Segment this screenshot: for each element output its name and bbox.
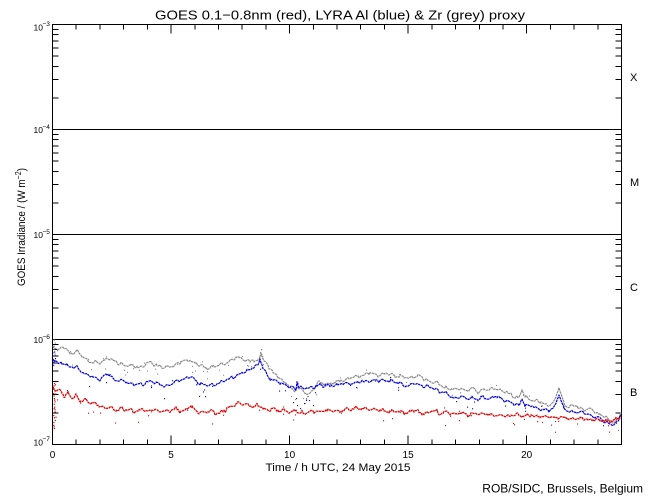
svg-text:GOES Irradiance / (W m−2): GOES Irradiance / (W m−2) [14, 168, 28, 286]
svg-text:−4: −4 [43, 124, 51, 131]
svg-text:−7: −7 [43, 436, 51, 443]
svg-text:GOES 0.1−0.8nm (red), LYRA Al: GOES 0.1−0.8nm (red), LYRA Al (blue) & Z… [155, 8, 526, 23]
svg-text:20: 20 [521, 450, 533, 461]
svg-text:X: X [630, 72, 638, 84]
svg-text:Time / h UTC, 24 May 2015: Time / h UTC, 24 May 2015 [266, 462, 411, 474]
svg-text:10: 10 [34, 230, 44, 240]
svg-text:10: 10 [34, 335, 44, 345]
svg-text:10: 10 [284, 450, 296, 461]
svg-text:M: M [630, 177, 639, 189]
svg-text:−6: −6 [43, 334, 51, 341]
svg-text:−3: −3 [43, 21, 51, 28]
svg-text:10: 10 [34, 22, 44, 32]
svg-text:10: 10 [34, 125, 44, 135]
svg-text:10: 10 [34, 438, 44, 448]
svg-text:C: C [630, 282, 638, 294]
svg-text:−5: −5 [43, 229, 51, 236]
svg-text:15: 15 [403, 450, 415, 461]
svg-text:ROB/SIDC, Brussels, Belgium: ROB/SIDC, Brussels, Belgium [482, 482, 643, 496]
svg-text:5: 5 [168, 450, 174, 461]
svg-text:B: B [630, 387, 637, 399]
svg-text:0: 0 [50, 450, 56, 461]
